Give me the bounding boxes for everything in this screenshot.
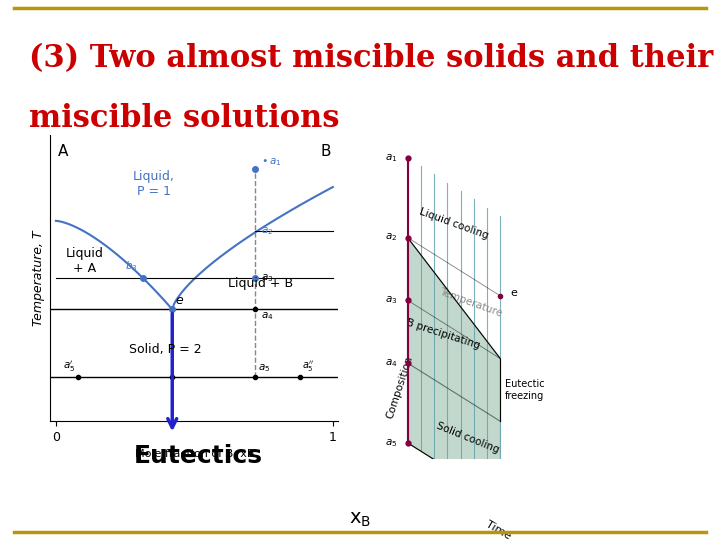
Text: $a_5$: $a_5$ [258,362,271,374]
Text: $\bullet\,a_1$: $\bullet\,a_1$ [261,156,282,167]
Text: Liquid + B: Liquid + B [228,276,293,289]
Text: (3) Two almost miscible solids and their: (3) Two almost miscible solids and their [29,43,713,74]
Text: $a_{3}$: $a_{3}$ [385,294,397,306]
Polygon shape [408,363,500,501]
Text: Temperature: Temperature [438,287,503,319]
Text: A: A [58,144,68,159]
Text: $a_2$: $a_2$ [261,225,273,237]
Text: B: B [320,144,331,159]
Text: Eutectic
freezing: Eutectic freezing [505,379,544,401]
X-axis label: Mole fraction of B, xB: Mole fraction of B, xB [135,449,254,460]
Text: Eutectics: Eutectics [133,444,263,468]
Text: Time: Time [484,519,512,540]
Text: $a_3$: $a_3$ [261,272,274,284]
Text: $b_3$: $b_3$ [125,259,138,273]
Text: $a_{2}$: $a_{2}$ [385,232,397,244]
Text: $a_4$: $a_4$ [261,310,274,322]
Text: Solid cooling: Solid cooling [435,421,500,455]
Text: Liquid cooling: Liquid cooling [418,207,490,241]
Text: miscible solutions: miscible solutions [29,103,339,133]
Text: Composition: Composition [385,354,415,420]
Text: $a_{1}$: $a_{1}$ [385,152,397,164]
Text: $a_{5}$: $a_{5}$ [385,437,397,449]
Text: x$_{\mathregular{B}}$: x$_{\mathregular{B}}$ [349,510,371,529]
Y-axis label: Temperature, T: Temperature, T [32,230,45,326]
Text: e: e [510,288,517,298]
Text: $a_5^{\prime\prime}$: $a_5^{\prime\prime}$ [302,360,315,374]
Text: Liquid,
P = 1: Liquid, P = 1 [133,170,175,198]
Polygon shape [408,238,500,421]
Text: B precipitating: B precipitating [405,317,481,350]
Text: Liquid
+ A: Liquid + A [66,247,104,275]
Text: $a_{4}$: $a_{4}$ [385,357,397,369]
Text: $e$: $e$ [175,294,184,307]
Text: Solid, P = 2: Solid, P = 2 [130,342,202,355]
Text: $a_5'$: $a_5'$ [63,359,76,374]
